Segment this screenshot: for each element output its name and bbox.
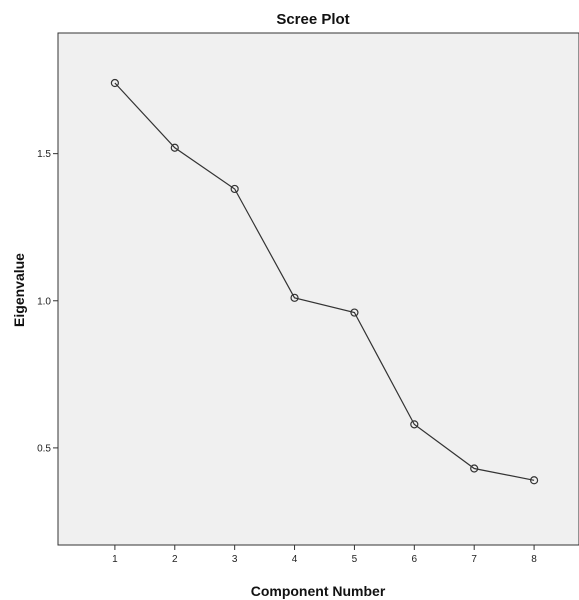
eigenvalue-series-line — [114, 82, 535, 481]
data-point-5 — [350, 308, 359, 317]
data-point-6 — [410, 420, 419, 429]
data-point-markers — [110, 78, 539, 485]
y-tick-label: 0.5 — [37, 443, 51, 454]
y-tick-label: 1.0 — [37, 296, 51, 307]
plot-area — [57, 32, 579, 546]
data-point-1 — [110, 78, 119, 88]
data-point-4 — [290, 293, 299, 302]
x-tick-label: 5 — [352, 554, 358, 565]
x-tick-label: 3 — [232, 554, 238, 565]
x-axis-label: Component Number — [251, 583, 386, 599]
chart-title: Scree Plot — [276, 11, 349, 28]
y-axis-label: Eigenvalue — [11, 253, 27, 327]
data-point-7 — [470, 464, 479, 473]
data-point-2 — [170, 143, 179, 152]
x-tick-label: 8 — [531, 554, 537, 565]
x-tick-label: 2 — [172, 554, 178, 565]
data-point-3 — [230, 184, 239, 194]
x-tick-label: 4 — [292, 554, 298, 565]
data-point-8 — [529, 476, 539, 485]
x-tick-label: 1 — [112, 554, 118, 565]
y-axis-ticks: 0.5 1.0 1.5 — [37, 149, 58, 454]
x-tick-label: 7 — [471, 554, 477, 565]
x-axis-ticks: 1 2 3 4 5 6 7 8 — [112, 545, 537, 565]
x-tick-label: 6 — [412, 554, 418, 565]
y-tick-label: 1.5 — [37, 149, 51, 160]
